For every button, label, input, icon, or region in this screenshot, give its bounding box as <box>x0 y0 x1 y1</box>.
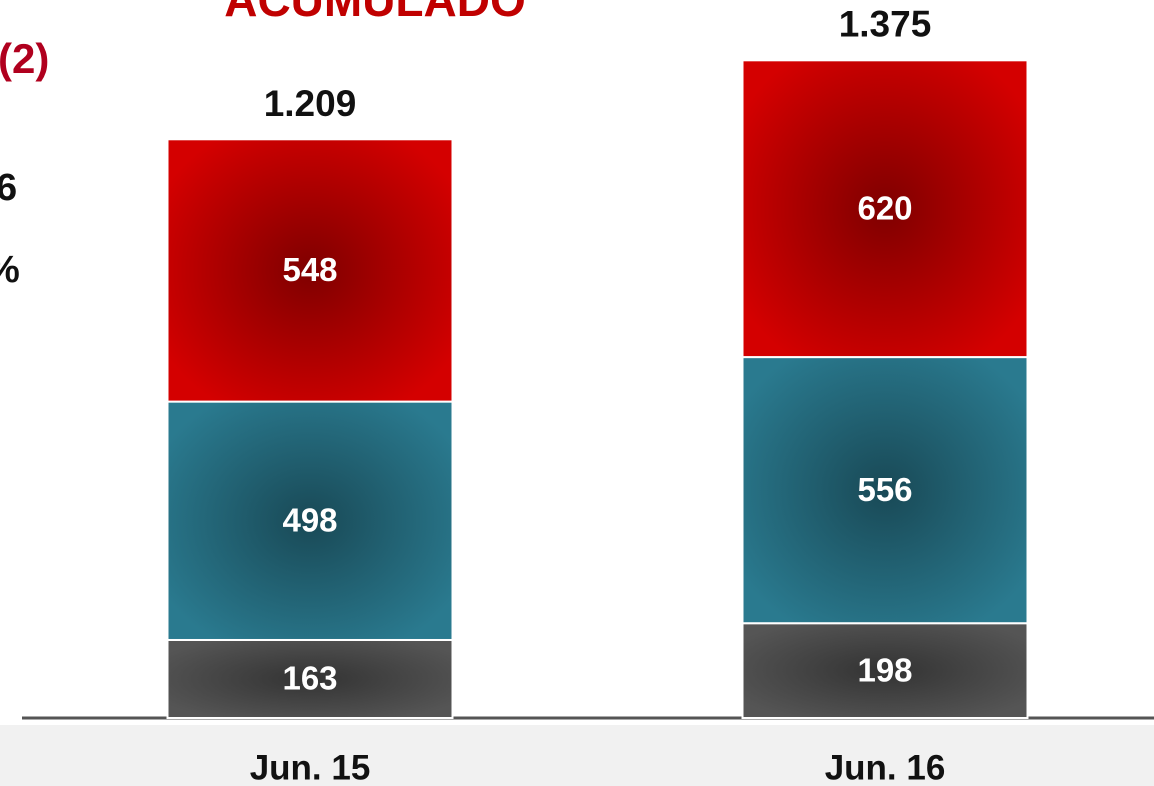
total-label: 1.209 <box>264 83 357 124</box>
chart-title: ACUMULADO <box>224 0 526 26</box>
bar-segment <box>741 622 1029 719</box>
bar-segment <box>166 400 454 641</box>
segment-label: 198 <box>857 651 912 688</box>
segment-label: 163 <box>282 660 337 697</box>
segment-label: 556 <box>857 471 912 508</box>
annotation: 6 <box>0 167 17 209</box>
bar-segment <box>166 638 454 720</box>
annotation: % <box>0 249 20 291</box>
annotation: (2) <box>0 35 49 82</box>
x-tick-label: Jun. 16 <box>825 748 946 786</box>
bar-segment <box>166 138 454 403</box>
x-tick-label: Jun. 15 <box>250 748 371 786</box>
bar-segment <box>741 59 1029 359</box>
segment-label: 498 <box>282 502 337 539</box>
segment-label: 620 <box>857 189 912 226</box>
bar-segment <box>741 356 1029 625</box>
total-label: 1.375 <box>839 4 932 45</box>
segment-label: 548 <box>282 251 337 288</box>
floor-shade <box>0 725 1154 786</box>
